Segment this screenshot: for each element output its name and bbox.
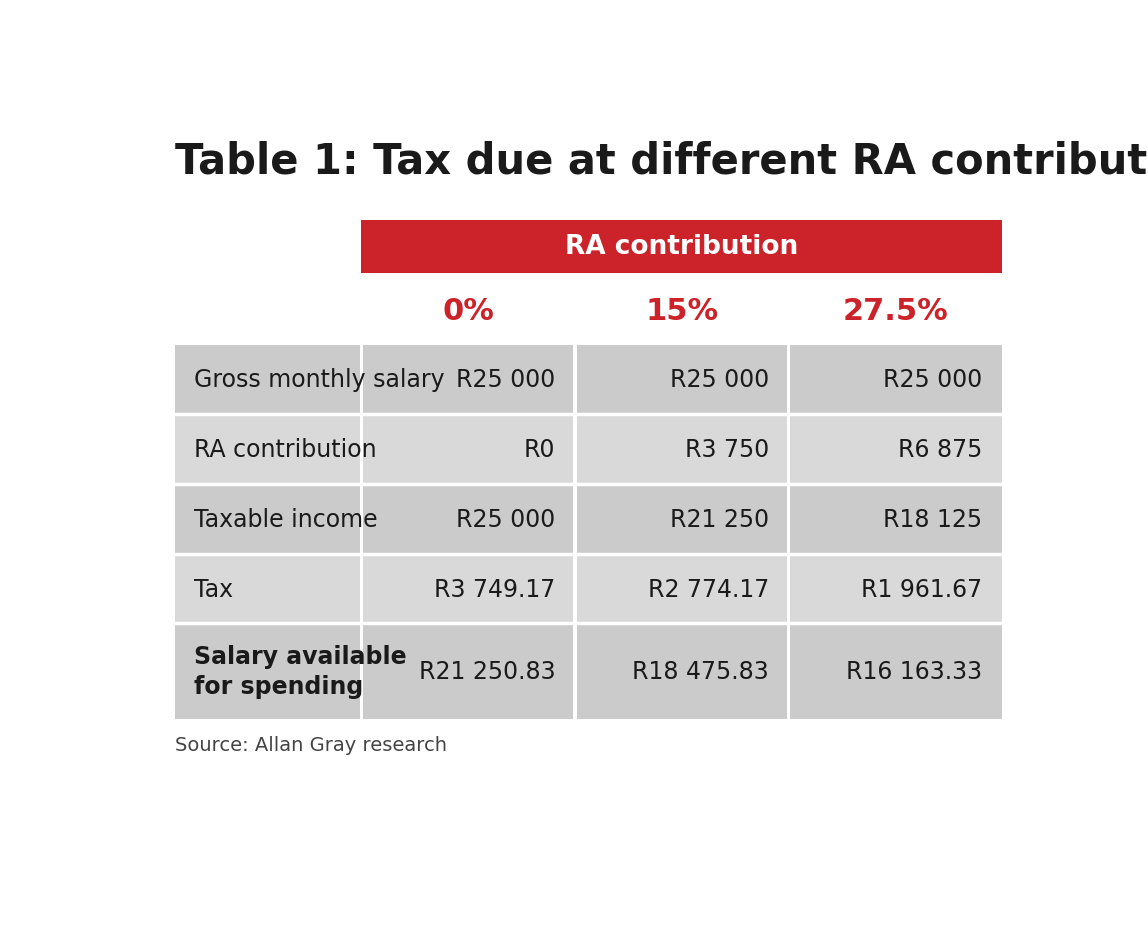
Bar xyxy=(174,415,1002,485)
Bar xyxy=(786,624,790,719)
Text: R21 250: R21 250 xyxy=(669,507,769,531)
Text: RA contribution: RA contribution xyxy=(565,234,798,260)
Text: RA contribution: RA contribution xyxy=(194,438,377,462)
Text: R18 475.83: R18 475.83 xyxy=(633,660,769,684)
Bar xyxy=(573,415,576,485)
Text: Gross monthly salary: Gross monthly salary xyxy=(194,368,444,392)
Text: R18 125: R18 125 xyxy=(883,507,983,531)
Text: Source: Allan Gray research: Source: Allan Gray research xyxy=(174,735,447,754)
Bar xyxy=(359,415,363,485)
Bar xyxy=(573,624,576,719)
Text: R16 163.33: R16 163.33 xyxy=(846,660,983,684)
Bar xyxy=(786,415,790,485)
Bar xyxy=(786,346,790,415)
Text: 0%: 0% xyxy=(442,297,494,326)
Text: Tax: Tax xyxy=(194,577,233,601)
Bar xyxy=(174,624,1002,719)
Text: 27.5%: 27.5% xyxy=(843,297,948,326)
Bar xyxy=(573,346,576,415)
Text: 15%: 15% xyxy=(645,297,719,326)
Text: R25 000: R25 000 xyxy=(456,507,556,531)
Text: R3 750: R3 750 xyxy=(684,438,769,462)
Text: R2 774.17: R2 774.17 xyxy=(647,577,769,601)
Text: R25 000: R25 000 xyxy=(456,368,556,392)
Bar xyxy=(174,554,1002,624)
Bar xyxy=(573,554,576,624)
Bar xyxy=(174,346,1002,415)
Text: R0: R0 xyxy=(523,438,556,462)
Bar xyxy=(786,554,790,624)
Text: R6 875: R6 875 xyxy=(898,438,983,462)
Text: Salary available
for spending: Salary available for spending xyxy=(194,645,406,698)
Text: R25 000: R25 000 xyxy=(669,368,769,392)
Bar xyxy=(362,221,1002,273)
Bar xyxy=(174,485,1002,554)
Bar xyxy=(573,485,576,554)
Text: R3 749.17: R3 749.17 xyxy=(434,577,556,601)
Text: Taxable income: Taxable income xyxy=(194,507,378,531)
Text: R1 961.67: R1 961.67 xyxy=(861,577,983,601)
Bar xyxy=(786,485,790,554)
Text: R25 000: R25 000 xyxy=(883,368,983,392)
Bar xyxy=(359,624,363,719)
Text: R21 250.83: R21 250.83 xyxy=(419,660,556,684)
Bar xyxy=(359,554,363,624)
Bar xyxy=(359,485,363,554)
Bar xyxy=(359,346,363,415)
Text: Table 1: Tax due at different RA contribution levels: Table 1: Tax due at different RA contrib… xyxy=(174,140,1148,182)
